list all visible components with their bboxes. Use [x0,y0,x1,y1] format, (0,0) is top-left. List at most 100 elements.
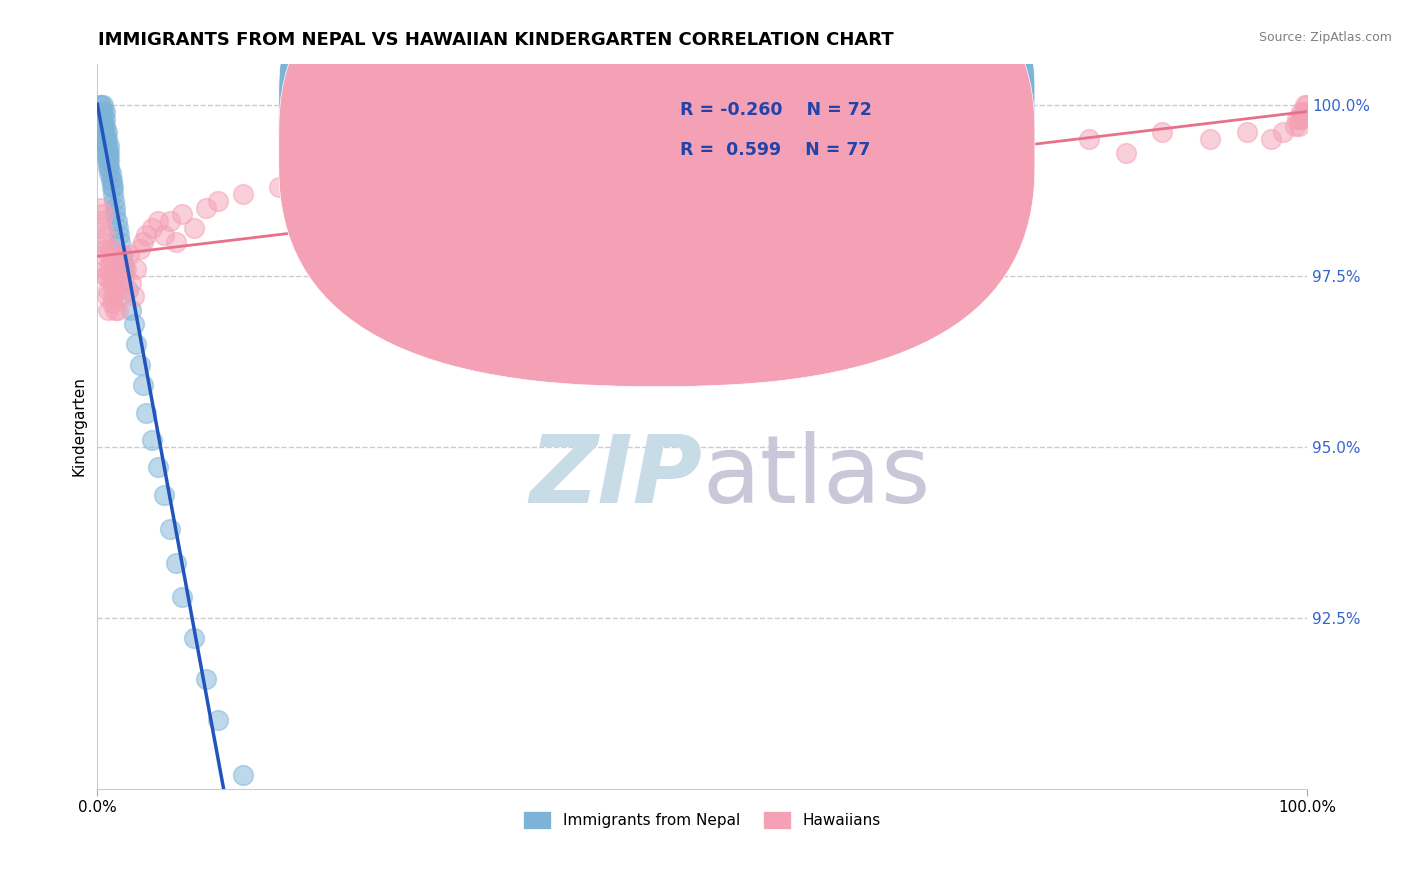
Y-axis label: Kindergarten: Kindergarten [72,376,86,476]
Point [93,139,115,153]
Point [101,180,124,194]
Point [93,104,115,119]
Point [165,556,187,570]
Point [1288,119,1310,133]
Point [101,289,124,303]
Point [1289,104,1312,119]
Point [90,104,112,119]
Text: IMMIGRANTS FROM NEPAL VS HAWAIIAN KINDERGARTEN CORRELATION CHART: IMMIGRANTS FROM NEPAL VS HAWAIIAN KINDER… [98,31,894,49]
Point [98,160,121,174]
Point [117,283,139,297]
Point [1115,145,1137,160]
Point [104,201,127,215]
Point [108,276,131,290]
Point [93,268,115,283]
Point [153,488,176,502]
Point [98,145,121,160]
Point [153,227,176,242]
Point [994,139,1017,153]
Point [1291,112,1313,126]
Point [908,132,931,146]
Point [122,317,145,331]
Text: Source: ZipAtlas.com: Source: ZipAtlas.com [1258,31,1392,45]
Point [146,214,169,228]
Point [107,303,129,318]
Point [135,406,157,420]
Point [141,221,163,235]
Point [93,125,115,139]
Point [207,713,229,727]
Point [91,112,114,126]
Point [108,227,131,242]
Point [100,173,122,187]
Point [353,166,375,180]
Point [94,139,117,153]
Point [1284,119,1306,133]
Point [98,139,121,153]
Point [110,248,132,262]
Point [98,166,121,180]
Point [90,214,112,228]
Point [107,221,129,235]
Point [1260,132,1282,146]
Point [96,289,118,303]
Point [1292,104,1315,119]
Point [93,207,115,221]
Point [111,255,134,269]
Point [90,98,112,112]
Point [125,262,148,277]
Point [90,119,112,133]
Point [90,112,112,126]
Point [474,166,496,180]
Point [93,119,115,133]
Point [96,139,118,153]
Point [93,125,115,139]
Point [1150,125,1173,139]
Point [304,173,326,187]
Point [91,104,114,119]
Point [98,248,121,262]
Point [93,98,115,112]
Point [811,139,834,153]
Point [115,262,138,277]
Point [195,672,218,686]
Point [1078,132,1101,146]
Point [101,173,124,187]
Point [1271,125,1294,139]
Point [96,268,118,283]
Point [104,207,127,221]
Point [91,221,114,235]
Point [105,262,128,277]
Point [120,276,142,290]
Point [170,207,193,221]
Point [546,153,568,167]
Point [97,160,120,174]
Point [87,112,110,126]
Point [118,248,141,262]
Legend: Immigrants from Nepal, Hawaiians: Immigrants from Nepal, Hawaiians [517,805,887,835]
Point [96,125,118,139]
Point [104,283,127,297]
Point [125,337,148,351]
Text: R = -0.260    N = 72: R = -0.260 N = 72 [681,101,872,119]
Point [413,160,436,174]
FancyBboxPatch shape [278,0,1035,386]
Point [122,289,145,303]
Point [165,235,187,249]
Point [93,119,115,133]
Point [93,112,115,126]
Point [170,590,193,604]
Point [1288,112,1310,126]
Point [101,255,124,269]
Point [105,214,128,228]
Point [101,186,124,201]
Point [89,98,111,112]
Point [97,303,120,318]
Point [97,145,120,160]
Point [1199,132,1222,146]
Point [101,296,124,310]
Point [135,227,157,242]
Point [207,194,229,208]
FancyBboxPatch shape [278,0,1035,347]
Point [112,262,135,277]
